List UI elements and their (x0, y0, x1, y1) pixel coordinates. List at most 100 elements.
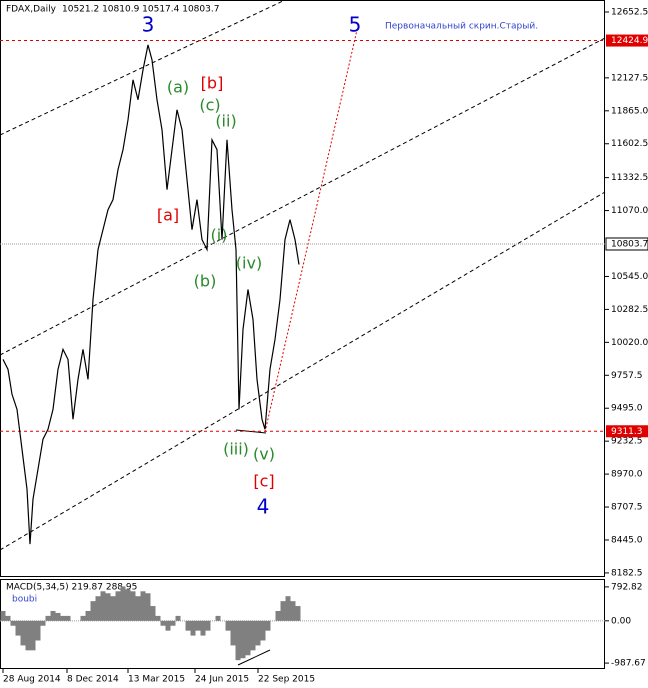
y-tick-label: 10282.5 (611, 305, 648, 315)
macd-bar (95, 596, 101, 621)
macd-bar (285, 596, 291, 621)
last-price-label: 10803.7 (611, 239, 648, 249)
macd-bar (225, 620, 231, 631)
wave-label: (ii) (215, 112, 236, 131)
macd-bar (135, 596, 141, 621)
macd-bar (55, 612, 61, 621)
macd-bar (260, 620, 266, 641)
last-price-bg (605, 237, 648, 251)
macd-bar (100, 591, 106, 621)
y-tick-label: 12652.5 (611, 7, 648, 17)
macd-bar (90, 601, 96, 621)
wave-label: [c] (253, 472, 274, 491)
macd-bar (130, 591, 136, 621)
macd-bar (175, 615, 181, 621)
macd-bar (215, 615, 221, 621)
y-tick-label: 12127.5 (611, 73, 648, 83)
macd-bar (125, 589, 131, 621)
y-tick-label: 11602.5 (611, 139, 648, 149)
y-tick-label: 8707.5 (611, 503, 643, 513)
y-tick-label: 10020.0 (611, 338, 648, 348)
wave-label: (iii) (223, 440, 249, 459)
wave-label: 5 (349, 13, 362, 37)
macd-bar (40, 620, 46, 626)
wave-label: (c) (199, 96, 220, 115)
y-tick-label: 8445.0 (611, 535, 643, 545)
wave-label: (v) (253, 445, 275, 464)
wave-label: 4 (257, 495, 270, 519)
divergence-line (237, 649, 271, 666)
macd-bar (280, 601, 286, 621)
macd-bar (190, 620, 196, 636)
wave-label: (b) (194, 272, 217, 291)
macd-bar (20, 620, 26, 646)
macd-bar (185, 620, 191, 631)
y-tick-label: 8970.0 (611, 470, 643, 480)
macd-bar (0, 610, 6, 621)
price-line (2, 44, 300, 545)
macd-bar (245, 620, 251, 656)
macd-bar (110, 596, 116, 621)
note: Первоначальный скрин.Старый. (385, 22, 538, 32)
macd-label: boubi (12, 595, 37, 605)
macd-bar (105, 593, 111, 621)
macd-bar (205, 620, 211, 631)
macd-bar (160, 620, 166, 626)
macd-title: MACD(5,34,5) 219.87 288.95 (6, 583, 137, 593)
y-tick-label: 9232.5 (611, 437, 643, 447)
level-label: 12424.9 (611, 36, 648, 46)
wave-label: 3 (142, 13, 155, 37)
y-tick-label: 11332.5 (611, 173, 648, 183)
y-tick-label: 9495.0 (611, 404, 643, 414)
macd-bar (235, 620, 241, 661)
macd-bar (255, 620, 261, 646)
wave-label: (i) (211, 226, 228, 245)
y-tick-label: 8182.5 (611, 568, 643, 578)
macd-bar (5, 615, 11, 621)
wave-label: [a] (157, 206, 179, 225)
y-tick-label: -987.67 (611, 659, 646, 669)
chart-subtitle: 10521.2 10810.9 10517.4 10803.7 (62, 5, 219, 15)
channel-line (0, 37, 606, 356)
macd-bar (60, 615, 66, 621)
channel-line (0, 191, 606, 551)
level-label-bg (606, 34, 648, 47)
macd-bar (85, 610, 91, 621)
y-tick-label: 792.82 (611, 582, 643, 592)
level-label: 9311.3 (611, 427, 643, 437)
macd-bar (50, 610, 56, 621)
macd-bar (275, 610, 281, 621)
channel-line (0, 0, 286, 136)
macd-bar (295, 606, 301, 621)
macd-bar (115, 591, 121, 621)
y-tick-label: 10545.0 (611, 272, 648, 282)
macd-bar (150, 606, 156, 621)
macd-bar (15, 620, 21, 636)
x-tick-label: 24 Jun 2015 (195, 675, 249, 685)
macd-bar (145, 593, 151, 621)
macd-bar (80, 615, 86, 621)
macd-bar (30, 620, 36, 651)
macd-bar (120, 586, 126, 621)
y-tick-label: 0.00 (611, 616, 631, 626)
y-tick-label: 11865.0 (611, 106, 648, 116)
macd-bar (290, 601, 296, 621)
macd-bar (240, 620, 246, 659)
macd-panel (0, 579, 605, 669)
x-tick-label: 28 Aug 2014 (3, 675, 61, 685)
macd-bar (195, 620, 201, 631)
macd-bar (45, 615, 51, 621)
projection-line (264, 29, 358, 433)
wave-label: [b] (201, 74, 224, 93)
macd-bar (250, 620, 256, 651)
wave-label: (iv) (236, 254, 262, 273)
y-tick-label: 9757.5 (611, 371, 643, 381)
macd-bar (65, 615, 71, 621)
macd-bar (10, 620, 16, 626)
y-tick-label: 11070.0 (611, 206, 648, 216)
macd-bar (165, 620, 171, 631)
macd-bar (200, 620, 206, 636)
macd-bar (170, 620, 176, 626)
macd-bar (140, 591, 146, 621)
